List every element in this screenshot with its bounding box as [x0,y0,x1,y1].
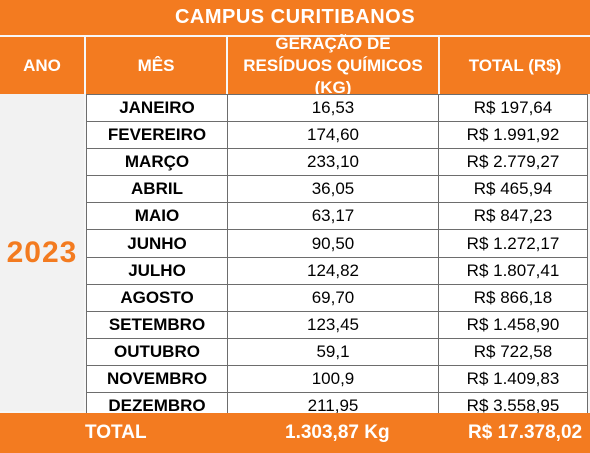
geracao-cell: 100,9 [227,364,439,394]
geracao-cell: 63,17 [227,202,439,231]
total-cell: R$ 2.779,27 [438,148,588,177]
table-row: JANEIRO 16,53 R$ 197,64 [86,93,588,123]
table-row: NOVEMBRO 100,9 R$ 1.409,83 [86,364,588,394]
header-mes: MÊS [86,37,226,94]
month-cell: JUNHO [86,229,228,258]
monthly-rows: JANEIRO 16,53 R$ 197,64 FEVEREIRO 174,60 R$ 1… [86,93,588,421]
total-cell: R$ 1.458,90 [438,310,588,339]
month-cell: AGOSTO [86,283,228,312]
table-row: AGOSTO 69,70 R$ 866,18 [86,283,588,312]
year-label: 2023 [6,235,78,269]
total-cell: R$ 1.272,17 [438,229,588,258]
month-cell: MARÇO [86,148,228,177]
table-row: OUTUBRO 59,1 R$ 722,58 [86,337,588,366]
year-column: 2023 [0,94,84,411]
month-cell: NOVEMBRO [86,364,228,394]
total-cell: R$ 1.409,83 [438,364,588,394]
total-row: TOTAL 1.303,87 Kg R$ 17.378,02 [0,413,590,453]
header-mes-label: MÊS [137,55,175,75]
month-cell: FEVEREIRO [86,121,228,150]
header-geracao-line1: GERAÇÃO DE [275,33,391,53]
month-cell: ABRIL [86,175,228,204]
geracao-cell: 174,60 [227,121,439,150]
month-cell: MAIO [86,202,228,231]
month-cell: OUTUBRO [86,337,228,366]
month-cell: JULHO [86,256,228,285]
header-geracao: GERAÇÃO DE RESÍDUOS QUÍMICOS (KG) [228,34,438,97]
geracao-cell: 69,70 [227,283,439,312]
total-cell: R$ 866,18 [438,283,588,312]
geracao-cell: 233,10 [227,148,439,177]
total-cell: R$ 722,58 [438,337,588,366]
table-row: JULHO 124,82 R$ 1.807,41 [86,256,588,285]
total-cell: R$ 1.807,41 [438,256,588,285]
geracao-cell: 59,1 [227,337,439,366]
table-row: SETEMBRO 123,45 R$ 1.458,90 [86,310,588,339]
total-cell: R$ 1.991,92 [438,121,588,150]
table-row: FEVEREIRO 174,60 R$ 1.991,92 [86,121,588,150]
header-geracao-line2: RESÍDUOS QUÍMICOS (KG) [243,55,423,97]
geracao-cell: 90,50 [227,229,439,258]
total-cell: R$ 197,64 [438,93,588,123]
geracao-cell: 123,45 [227,310,439,339]
total-label: TOTAL [85,422,147,443]
total-cell: R$ 465,94 [438,175,588,204]
header-total: TOTAL (R$) [440,37,590,94]
table-row: MAIO 63,17 R$ 847,23 [86,202,588,231]
header-total-label: TOTAL (R$) [468,55,562,75]
total-valor: R$ 17.378,02 [468,422,583,443]
header-ano-label: ANO [23,55,61,75]
table-row: JUNHO 90,50 R$ 1.272,17 [86,229,588,258]
total-cell: R$ 847,23 [438,202,588,231]
table-title: CAMPUS CURITIBANOS [0,0,590,35]
month-cell: SETEMBRO [86,310,228,339]
geracao-cell: 36,05 [227,175,439,204]
geracao-cell: 124,82 [227,256,439,285]
table-row: ABRIL 36,05 R$ 465,94 [86,175,588,204]
total-geracao: 1.303,87 Kg [285,422,390,443]
header-ano: ANO [0,37,84,94]
geracao-cell: 16,53 [227,93,439,123]
month-cell: JANEIRO [86,93,228,123]
table-row: MARÇO 233,10 R$ 2.779,27 [86,148,588,177]
